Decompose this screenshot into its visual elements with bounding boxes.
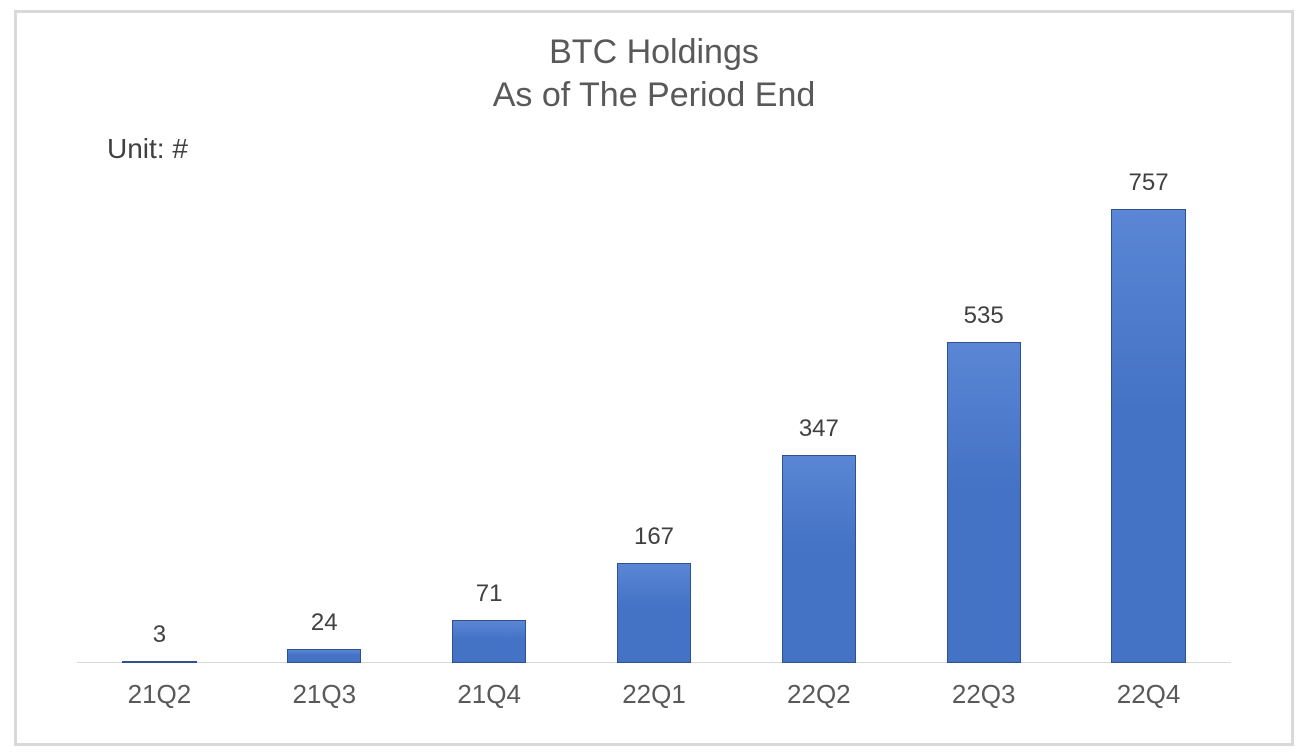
x-axis-label: 21Q3: [244, 679, 404, 710]
bar: [782, 455, 856, 663]
plot-area: 32471167347535757: [77, 183, 1231, 663]
x-axis-label: 22Q3: [904, 679, 1064, 710]
x-axis-label: 21Q4: [409, 679, 569, 710]
chart-title-line1: BTC Holdings: [17, 31, 1291, 74]
x-axis-label: 22Q2: [739, 679, 899, 710]
bar: [452, 620, 526, 663]
bar: [1111, 209, 1185, 663]
bar-value-label: 71: [409, 580, 569, 608]
x-axis-labels: 21Q221Q321Q422Q122Q222Q322Q4: [77, 679, 1231, 719]
bar-value-label: 24: [244, 609, 404, 637]
chart-frame: BTC Holdings As of The Period End Unit: …: [14, 10, 1294, 746]
bar-value-label: 3: [79, 621, 239, 649]
bar: [287, 649, 361, 663]
unit-label: Unit: #: [107, 133, 188, 165]
x-axis-label: 22Q4: [1069, 679, 1229, 710]
bar-value-label: 757: [1069, 169, 1229, 197]
chart-title: BTC Holdings As of The Period End: [17, 31, 1291, 116]
chart-title-line2: As of The Period End: [17, 74, 1291, 117]
bar-value-label: 347: [739, 415, 899, 443]
bar: [947, 342, 1021, 663]
bar-value-label: 167: [574, 523, 734, 551]
bar: [617, 563, 691, 663]
x-axis-label: 21Q2: [79, 679, 239, 710]
bar: [122, 661, 196, 663]
bar-container: 32471167347535757: [77, 183, 1231, 663]
bar-value-label: 535: [904, 302, 1064, 330]
x-axis-label: 22Q1: [574, 679, 734, 710]
